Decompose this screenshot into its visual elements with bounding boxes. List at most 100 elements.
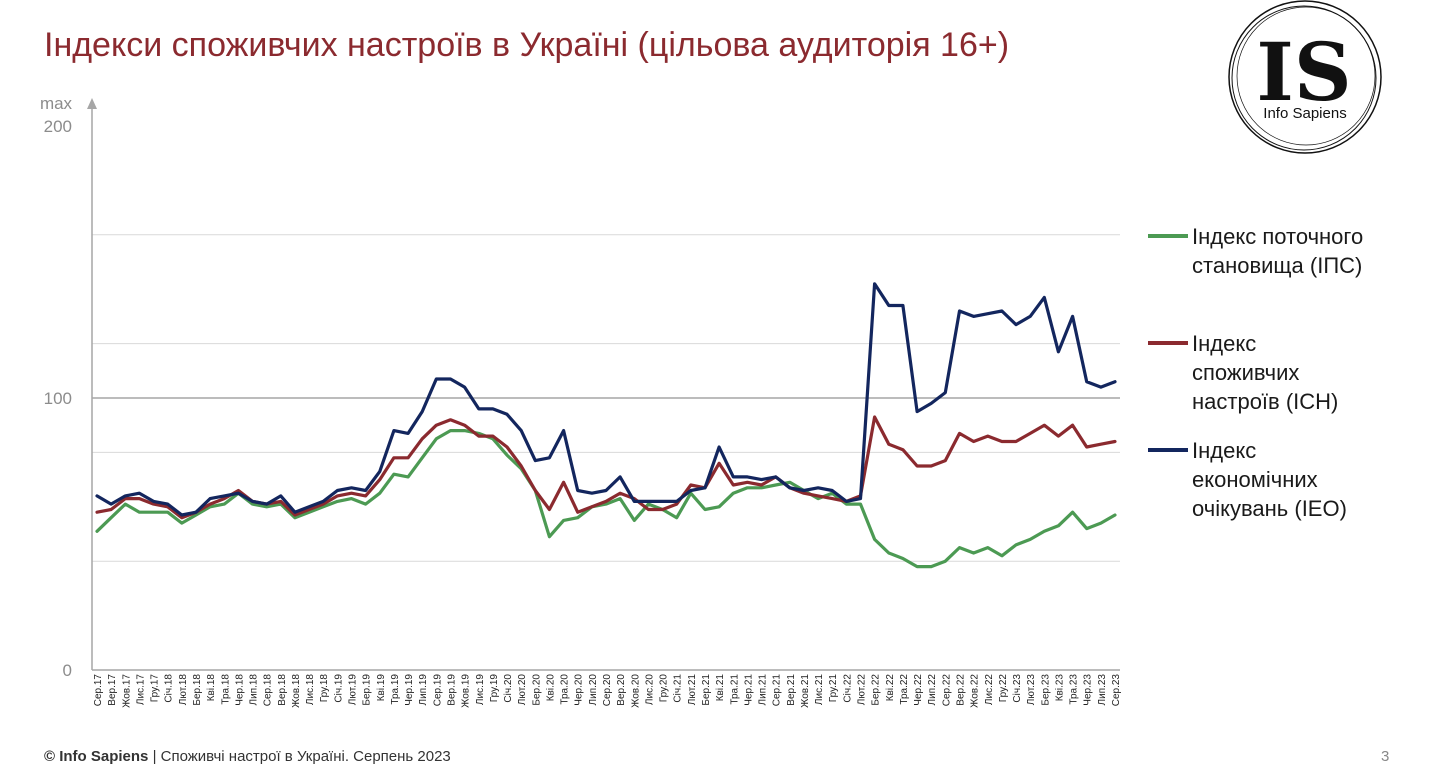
x-tick-label: Бер.21 [701, 674, 712, 706]
x-tick-label: Тра.18 [220, 674, 231, 705]
x-tick-label: Жов.22 [970, 674, 981, 708]
x-tick-label: Лис.20 [644, 674, 655, 705]
x-tick-label: Жов.18 [291, 674, 302, 708]
x-tick-label: Лют.18 [178, 674, 189, 706]
x-tick-label: Січ.21 [673, 674, 684, 703]
x-tick-label: Січ.22 [842, 674, 853, 703]
x-tick-label: Лис.22 [984, 674, 995, 705]
y-tick-label: 100 [44, 389, 72, 408]
x-tick-label: Бер.20 [531, 674, 542, 706]
x-tick-label: Вер.20 [616, 674, 627, 706]
page-title: Індекси споживчих настроїв в Україні (ці… [44, 26, 1010, 64]
x-tick-label: Бер.18 [192, 674, 203, 706]
x-tick-label: Бер.19 [362, 674, 373, 706]
x-tick-label: Кві.18 [206, 674, 217, 702]
x-tick-label: Тра.19 [390, 674, 401, 705]
legend-line-icn [1148, 341, 1188, 345]
x-tick-label: Кві.19 [376, 674, 387, 702]
x-tick-label: Січ.20 [503, 674, 514, 703]
x-tick-label: Чер.18 [234, 674, 245, 706]
series-lines [95, 282, 1117, 569]
x-tick-label: Гру.19 [489, 674, 500, 703]
x-tick-label: Лют.22 [857, 674, 868, 706]
x-tick-label: Лис.21 [814, 674, 825, 705]
x-tick-label: Тра.23 [1069, 674, 1080, 705]
x-tick-label: Бер.23 [1040, 674, 1051, 706]
x-tick-label: Лют.19 [348, 674, 359, 706]
logo-name: Info Sapiens [1263, 105, 1346, 122]
gridlines [92, 234, 1120, 562]
x-tick-label: Кві.20 [545, 674, 556, 702]
x-tick-label: Чер.22 [913, 674, 924, 706]
x-tick-label: Гру.20 [659, 674, 670, 703]
x-tick-label: Сер.17 [93, 674, 104, 707]
x-tick-label: Жов.19 [461, 674, 472, 708]
axes [87, 98, 1120, 671]
x-tick-label: Лис.17 [135, 674, 146, 705]
x-tick-label: Тра.20 [560, 674, 571, 705]
x-tick-label: Вер.17 [107, 674, 118, 706]
x-tick-label: Лют.20 [517, 674, 528, 706]
x-tick-label: Лип.22 [927, 674, 938, 706]
x-tick-label: Вер.22 [955, 674, 966, 706]
x-tick-label: Сер.20 [602, 674, 613, 707]
info-sapiens-logo: IS Info Sapiens [1228, 0, 1382, 154]
x-tick-label: Лис.19 [475, 674, 486, 705]
x-tick-label: Вер.18 [277, 674, 288, 706]
x-tick-label: Чер.20 [574, 674, 585, 706]
x-axis-labels: Сер.17 Вер.17 Жов.17 Лис.17 Гру.17 Січ.18 Лют.… [93, 674, 1122, 708]
footer: © Info Sapiens | Споживчі настрої в Укра… [44, 748, 451, 765]
footer-brand: © Info Sapiens [44, 748, 149, 765]
x-tick-label: Гру.18 [319, 674, 330, 703]
x-tick-label: Лип.23 [1097, 674, 1108, 706]
x-tick-label: Лип.18 [249, 674, 260, 706]
x-tick-label: Лют.23 [1026, 674, 1037, 706]
x-tick-label: Чер.21 [743, 674, 754, 706]
y-tick-label: 0 [63, 661, 72, 680]
x-tick-label: Сер.21 [772, 674, 783, 707]
footer-text: | Споживчі настрої в Україні. Серпень 20… [148, 748, 451, 765]
x-tick-label: Вер.21 [786, 674, 797, 706]
x-tick-label: Жов.17 [121, 674, 132, 708]
legend-line-ips [1148, 234, 1188, 238]
x-tick-label: Лип.20 [588, 674, 599, 706]
x-tick-label: Жов.21 [800, 674, 811, 708]
legend-label-ips: Індекс поточного становища (ІПС) [1192, 224, 1364, 278]
x-tick-label: Січ.19 [333, 674, 344, 703]
x-tick-label: Січ.18 [164, 674, 175, 703]
series-line-ieo [95, 282, 1117, 517]
x-tick-label: Чер.23 [1083, 674, 1094, 706]
x-tick-label: Сер.19 [432, 674, 443, 707]
x-tick-label: Січ.23 [1012, 674, 1023, 703]
x-tick-label: Тра.21 [729, 674, 740, 705]
legend-line-ieo [1148, 448, 1188, 452]
x-tick-label: Сер.22 [941, 674, 952, 707]
x-tick-label: Лип.21 [758, 674, 769, 706]
x-tick-label: Лют.21 [687, 674, 698, 706]
x-tick-label: Чер.19 [404, 674, 415, 706]
x-tick-label: Гру.22 [998, 674, 1009, 703]
x-tick-label: Сер.18 [263, 674, 274, 707]
page-number: 3 [1381, 748, 1390, 765]
x-tick-label: Вер.19 [446, 674, 457, 706]
logo-letters: IS [1256, 25, 1351, 119]
x-tick-label: Лис.18 [305, 674, 316, 705]
x-tick-label: Сер.23 [1111, 674, 1122, 707]
y-axis-max-label: max [40, 94, 73, 113]
y-axis-labels: max 200 100 0 [40, 94, 73, 680]
y-tick-label: 200 [44, 117, 72, 136]
x-tick-label: Кві.21 [715, 674, 726, 702]
legend-label-icn: Індекс споживчих настроїв (ІСН) [1192, 331, 1339, 414]
x-tick-label: Тра.22 [899, 674, 910, 705]
x-tick-label: Лип.19 [418, 674, 429, 706]
x-tick-label: Бер.22 [871, 674, 882, 706]
x-tick-label: Кві.23 [1054, 674, 1065, 702]
x-tick-label: Гру.17 [150, 674, 161, 703]
y-axis-arrow [87, 98, 97, 109]
x-tick-label: Кві.22 [885, 674, 896, 702]
x-tick-label: Жов.20 [630, 674, 641, 708]
x-tick-label: Гру.21 [828, 674, 839, 703]
legend-label-ieo: Індекс економічних очікувань (ІЕО) [1192, 438, 1347, 521]
series-line-ips [95, 429, 1117, 569]
